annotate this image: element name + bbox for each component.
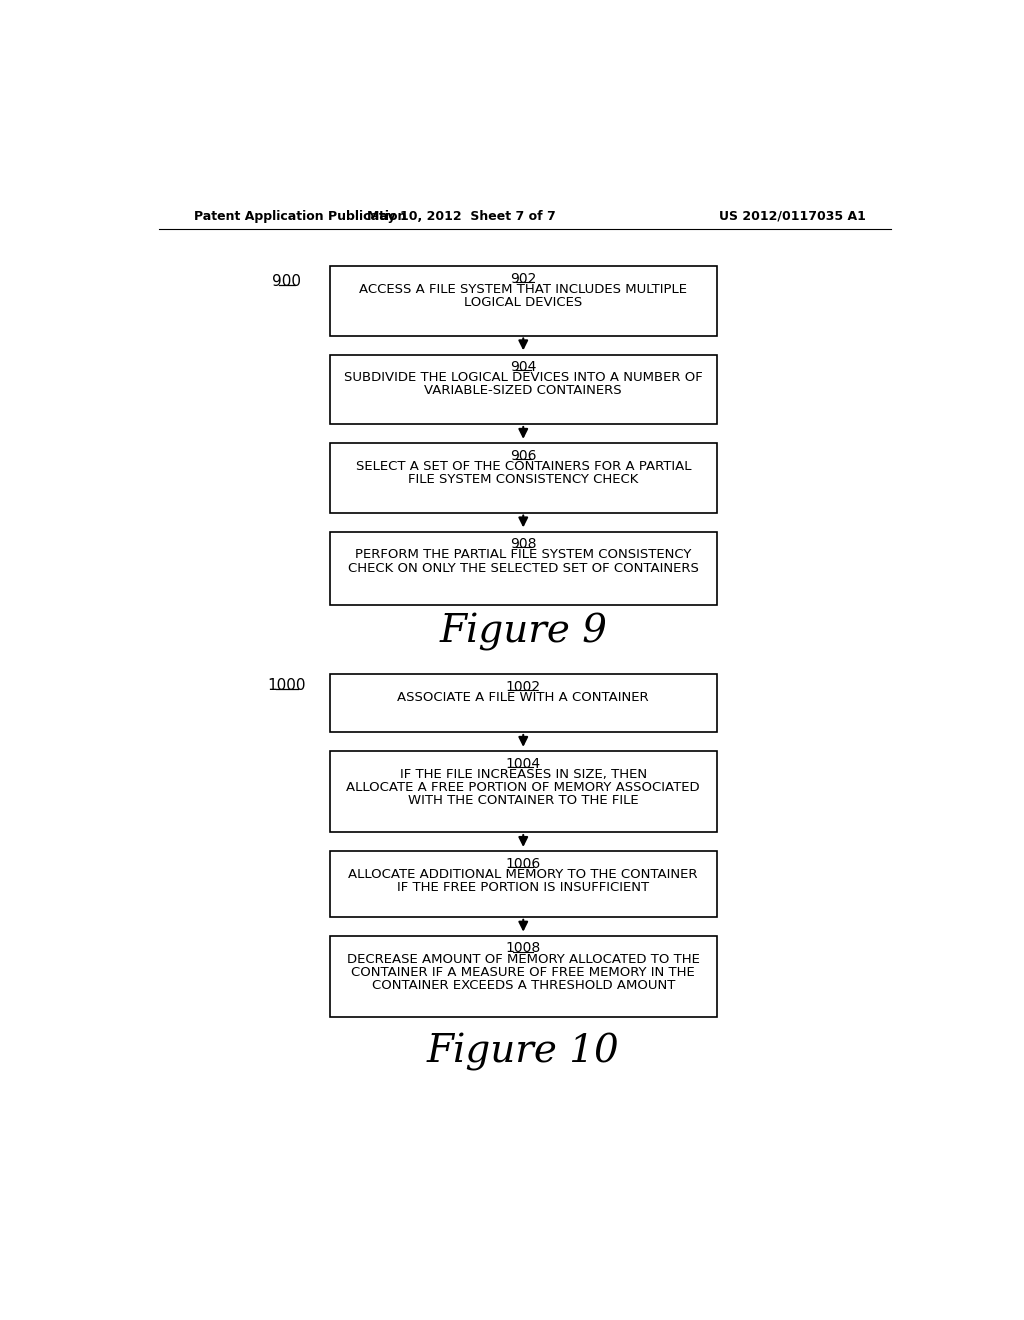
Text: ALLOCATE ADDITIONAL MEMORY TO THE CONTAINER: ALLOCATE ADDITIONAL MEMORY TO THE CONTAI… — [348, 869, 698, 880]
Text: 1004: 1004 — [506, 756, 541, 771]
Text: May 10, 2012  Sheet 7 of 7: May 10, 2012 Sheet 7 of 7 — [367, 210, 556, 223]
Text: 1008: 1008 — [506, 941, 541, 956]
Text: IF THE FILE INCREASES IN SIZE, THEN: IF THE FILE INCREASES IN SIZE, THEN — [399, 768, 647, 781]
Text: US 2012/0117035 A1: US 2012/0117035 A1 — [719, 210, 865, 223]
Text: ALLOCATE A FREE PORTION OF MEMORY ASSOCIATED: ALLOCATE A FREE PORTION OF MEMORY ASSOCI… — [346, 781, 700, 795]
Bar — [330, 267, 717, 335]
Bar — [330, 444, 717, 512]
Text: SUBDIVIDE THE LOGICAL DEVICES INTO A NUMBER OF: SUBDIVIDE THE LOGICAL DEVICES INTO A NUM… — [344, 371, 702, 384]
Bar — [330, 532, 717, 605]
Text: 902: 902 — [510, 272, 537, 285]
Bar — [330, 751, 717, 832]
Bar — [330, 851, 717, 917]
Text: 904: 904 — [510, 360, 537, 374]
Text: WITH THE CONTAINER TO THE FILE: WITH THE CONTAINER TO THE FILE — [408, 795, 639, 807]
Text: 908: 908 — [510, 537, 537, 552]
Text: 1002: 1002 — [506, 680, 541, 693]
Bar — [330, 355, 717, 424]
Text: DECREASE AMOUNT OF MEMORY ALLOCATED TO THE: DECREASE AMOUNT OF MEMORY ALLOCATED TO T… — [347, 953, 699, 966]
Bar — [330, 936, 717, 1016]
Text: Patent Application Publication: Patent Application Publication — [194, 210, 407, 223]
Text: FILE SYSTEM CONSISTENCY CHECK: FILE SYSTEM CONSISTENCY CHECK — [408, 473, 638, 486]
Text: Figure 9: Figure 9 — [439, 612, 607, 651]
Bar — [330, 675, 717, 733]
Text: 906: 906 — [510, 449, 537, 462]
Text: LOGICAL DEVICES: LOGICAL DEVICES — [464, 296, 583, 309]
Text: 1006: 1006 — [506, 857, 541, 871]
Text: VARIABLE-SIZED CONTAINERS: VARIABLE-SIZED CONTAINERS — [424, 384, 622, 397]
Text: 1000: 1000 — [267, 678, 306, 693]
Text: CHECK ON ONLY THE SELECTED SET OF CONTAINERS: CHECK ON ONLY THE SELECTED SET OF CONTAI… — [348, 561, 698, 574]
Text: IF THE FREE PORTION IS INSUFFICIENT: IF THE FREE PORTION IS INSUFFICIENT — [397, 880, 649, 894]
Text: ACCESS A FILE SYSTEM THAT INCLUDES MULTIPLE: ACCESS A FILE SYSTEM THAT INCLUDES MULTI… — [359, 282, 687, 296]
Text: CONTAINER EXCEEDS A THRESHOLD AMOUNT: CONTAINER EXCEEDS A THRESHOLD AMOUNT — [372, 979, 675, 991]
Text: Figure 10: Figure 10 — [427, 1032, 620, 1071]
Text: ASSOCIATE A FILE WITH A CONTAINER: ASSOCIATE A FILE WITH A CONTAINER — [397, 690, 649, 704]
Text: PERFORM THE PARTIAL FILE SYSTEM CONSISTENCY: PERFORM THE PARTIAL FILE SYSTEM CONSISTE… — [355, 548, 691, 561]
Text: CONTAINER IF A MEASURE OF FREE MEMORY IN THE: CONTAINER IF A MEASURE OF FREE MEMORY IN… — [351, 966, 695, 979]
Text: SELECT A SET OF THE CONTAINERS FOR A PARTIAL: SELECT A SET OF THE CONTAINERS FOR A PAR… — [355, 459, 691, 473]
Text: 900: 900 — [272, 275, 301, 289]
